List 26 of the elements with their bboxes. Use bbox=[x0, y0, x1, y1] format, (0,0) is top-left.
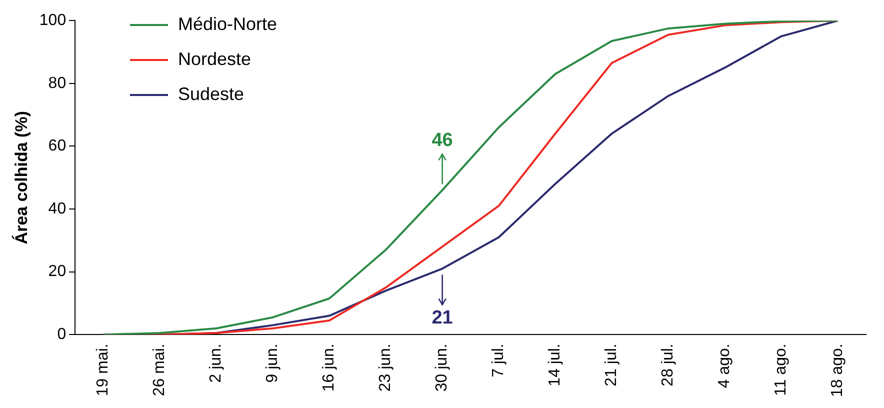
y-tick-label: 60 bbox=[48, 138, 66, 155]
y-tick-label: 80 bbox=[48, 74, 66, 92]
x-tick-label: 4 ago. bbox=[716, 344, 734, 388]
x-tick-label: 21 jul. bbox=[603, 344, 620, 386]
x-tick-label: 14 jul. bbox=[546, 344, 564, 386]
x-tick-label: 28 jul. bbox=[660, 344, 677, 386]
x-tick-label: 23 jun. bbox=[377, 344, 394, 392]
y-tick-label: 100 bbox=[39, 12, 66, 30]
y-tick-label: 20 bbox=[48, 263, 66, 280]
legend-label: Nordeste bbox=[178, 49, 252, 70]
y-axis-title: Área colhida (%) bbox=[10, 111, 31, 244]
x-tick-label: 7 jul. bbox=[490, 344, 508, 378]
annotation: 46 bbox=[432, 130, 453, 151]
legend-label: Sudeste bbox=[178, 84, 244, 105]
x-tick-label: 26 mai. bbox=[151, 344, 168, 396]
y-tick-label: 40 bbox=[48, 200, 66, 218]
y-tick-label: 0 bbox=[57, 326, 66, 344]
x-tick-label: 11 ago. bbox=[772, 344, 790, 396]
legend-label: Médio-Norte bbox=[178, 14, 278, 35]
x-tick-label: 9 jun. bbox=[264, 344, 282, 383]
x-tick-label: 30 jun. bbox=[434, 344, 451, 392]
x-tick-label: 16 jun. bbox=[320, 344, 338, 392]
x-tick-label: 2 jun. bbox=[208, 344, 225, 383]
annotation: 21 bbox=[432, 307, 454, 328]
x-tick-label: 19 mai. bbox=[94, 344, 112, 396]
x-tick-label: 18 ago. bbox=[829, 344, 846, 398]
